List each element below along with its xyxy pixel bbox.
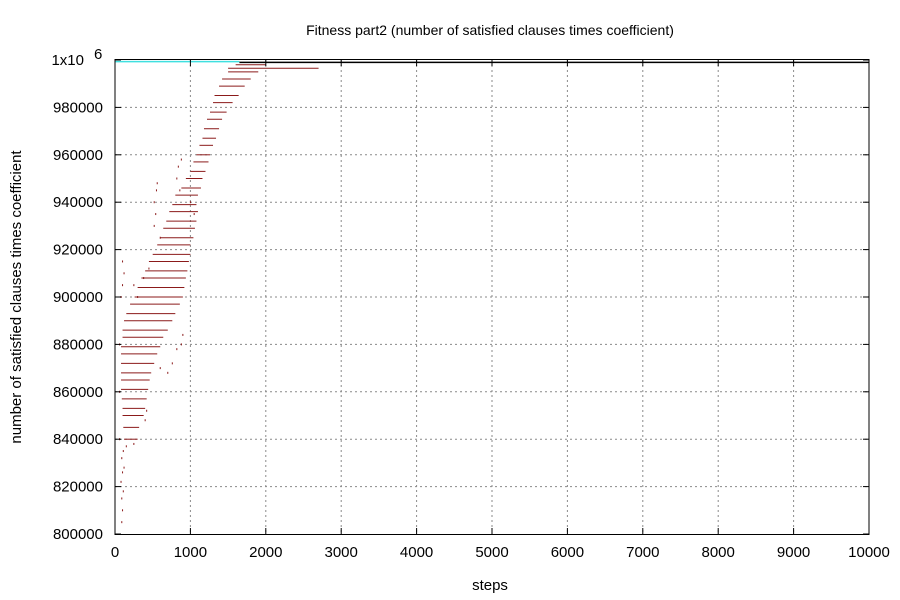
- x-tick-label: 10000: [848, 544, 890, 561]
- y-tick-label: 860000: [53, 384, 103, 401]
- x-tick-label: 8000: [702, 544, 735, 561]
- x-tick-label: 6000: [551, 544, 584, 561]
- x-tick-label: 7000: [626, 544, 659, 561]
- data-point: [182, 333, 184, 336]
- data-point: [121, 497, 123, 500]
- data-point: [120, 480, 122, 483]
- y-tick-label: 800000: [53, 526, 103, 543]
- data-marks: [115, 60, 869, 524]
- data-point: [123, 272, 125, 275]
- data-point: [133, 442, 135, 445]
- y-tick-label: 900000: [53, 289, 103, 306]
- data-point: [193, 213, 195, 216]
- y-tick-label: 1x10: [51, 52, 84, 69]
- grid-lines: [115, 60, 869, 534]
- data-point: [122, 509, 124, 512]
- y-tick-exponent: 6: [94, 46, 102, 63]
- data-point: [177, 165, 179, 168]
- y-tick-label: 960000: [53, 147, 103, 164]
- data-point: [122, 490, 124, 493]
- data-point: [167, 371, 169, 374]
- data-point: [122, 260, 124, 263]
- data-point: [133, 284, 135, 287]
- data-point: [121, 521, 123, 524]
- data-point: [144, 419, 146, 422]
- data-point: [179, 189, 181, 192]
- x-tick-labels: 0 1000 2000 3000 4000 5000 6000 7000 8000 9000 100…: [111, 544, 890, 561]
- data-point: [153, 224, 155, 227]
- y-axis-title: number of satisfied clauses times coeffi…: [8, 150, 25, 444]
- data-point: [121, 457, 123, 460]
- x-tick-label: 3000: [325, 544, 358, 561]
- chart-title: Fitness part2 (number of satisfied claus…: [306, 22, 674, 38]
- y-tick-label: 980000: [53, 99, 103, 116]
- data-point: [123, 466, 125, 469]
- data-point: [122, 284, 124, 287]
- data-point: [125, 445, 127, 448]
- y-tick-labels: 800000 820000 840000 860000 880000 900000 9200…: [51, 46, 103, 543]
- data-point: [122, 471, 124, 474]
- y-tick-label: 820000: [53, 479, 103, 496]
- x-tick-label: 5000: [475, 544, 508, 561]
- data-point: [180, 343, 182, 346]
- data-point: [146, 409, 148, 412]
- data-point: [176, 177, 178, 180]
- y-tick-label: 940000: [53, 194, 103, 211]
- data-point: [171, 362, 173, 365]
- data-point: [148, 267, 150, 270]
- data-point: [153, 201, 155, 204]
- data-point: [189, 201, 191, 204]
- data-point: [156, 182, 158, 185]
- data-point: [143, 277, 145, 280]
- y-tick-label: 840000: [53, 431, 103, 448]
- x-tick-label: 2000: [249, 544, 282, 561]
- data-point: [180, 158, 182, 161]
- axis-ticks: [114, 59, 870, 535]
- data-point: [155, 213, 157, 216]
- data-point: [155, 189, 157, 192]
- data-point: [137, 296, 139, 298]
- x-axis-title: steps: [472, 577, 508, 594]
- data-point: [122, 450, 124, 453]
- x-tick-label: 9000: [777, 544, 810, 561]
- x-tick-label: 0: [111, 544, 119, 561]
- data-point: [159, 236, 161, 239]
- x-tick-label: 4000: [400, 544, 433, 561]
- data-point: [120, 296, 122, 298]
- y-tick-label: 920000: [53, 242, 103, 259]
- data-point: [176, 348, 178, 351]
- data-point: [159, 367, 161, 370]
- y-tick-label: 880000: [53, 336, 103, 353]
- x-tick-label: 1000: [174, 544, 207, 561]
